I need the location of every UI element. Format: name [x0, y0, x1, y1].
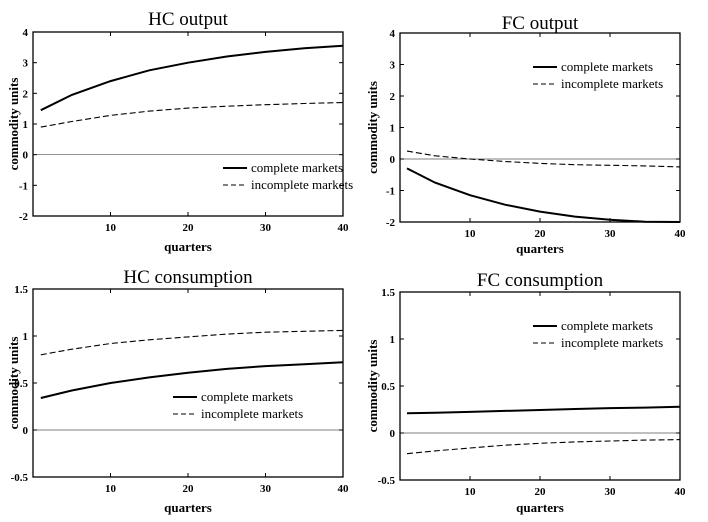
y-tick-label: 1 [23, 331, 29, 343]
x-tick-label: 40 [675, 228, 687, 240]
x-tick-label: 30 [260, 222, 272, 234]
chart-title: FC output [502, 13, 579, 34]
y-tick-label: 4 [23, 27, 29, 39]
y-tick-label: -0.5 [11, 472, 29, 484]
x-tick-label: 20 [535, 486, 547, 498]
chart-panel-4: -0.5 0 0.5 1 1.5 10 20 30 40 FC consumption quarte… [365, 270, 686, 515]
series-line-complete-markets [406, 405, 681, 415]
y-tick-label: 0 [23, 425, 29, 437]
x-tick-label: 20 [535, 228, 547, 240]
y-tick-label: 0 [23, 150, 29, 162]
y-tick-label: 2 [23, 88, 29, 100]
series-line-incomplete-markets [406, 150, 681, 168]
x-tick-label: 20 [183, 483, 195, 495]
chart-panel-3: -0.5 0 0.5 1 1.5 10 20 30 40 HC consumption quarte… [6, 267, 349, 515]
legend-label: incomplete markets [251, 177, 353, 192]
chart-panel-2: -2 -1 0 1 2 3 4 10 20 30 40 FC output quarters commod… [365, 13, 686, 256]
x-tick-label: 30 [605, 486, 617, 498]
y-tick-label: 0.5 [381, 381, 395, 393]
y-tick-label: -1 [386, 186, 395, 198]
chart-title: HC consumption [123, 267, 253, 288]
y-tick-label: -1 [19, 180, 28, 192]
x-tick-label: 40 [675, 486, 687, 498]
legend-label: complete markets [561, 318, 653, 333]
y-tick-label: 3 [23, 58, 29, 70]
y-axis-label: commodity units [365, 340, 380, 433]
x-tick-label: 40 [338, 222, 350, 234]
series-line-incomplete-markets [40, 329, 344, 356]
y-tick-label: -2 [19, 211, 29, 223]
chart-title: FC consumption [477, 270, 604, 291]
y-tick-label: 1.5 [14, 284, 28, 296]
y-tick-label: 4 [390, 28, 396, 40]
plot-frame [32, 288, 344, 478]
y-tick-label: 0 [390, 428, 396, 440]
x-tick-label: 40 [338, 483, 350, 495]
x-tick-label: 30 [260, 483, 272, 495]
legend-label: complete markets [251, 160, 343, 175]
x-tick-label: 20 [183, 222, 195, 234]
x-axis-label: quarters [164, 500, 212, 515]
legend-label: incomplete markets [201, 406, 303, 421]
legend-label: incomplete markets [561, 335, 663, 350]
x-axis-label: quarters [516, 241, 564, 256]
x-axis-label: quarters [516, 500, 564, 515]
x-tick-label: 10 [465, 486, 477, 498]
y-axis-label: commodity units [365, 81, 380, 174]
y-tick-label: -2 [386, 217, 396, 229]
series-line-complete-markets [40, 44, 344, 112]
y-tick-label: 1 [23, 119, 29, 131]
y-tick-label: 3 [390, 60, 396, 72]
chart-title: HC output [148, 9, 228, 30]
x-tick-label: 10 [105, 222, 117, 234]
y-tick-label: 0 [390, 154, 396, 166]
chart-panel-1: -2 -1 0 1 2 3 4 10 20 30 40 HC output quarters commod… [6, 9, 353, 254]
x-tick-label: 30 [605, 228, 617, 240]
legend-label: incomplete markets [561, 76, 663, 91]
legend-label: complete markets [561, 59, 653, 74]
x-tick-label: 10 [465, 228, 477, 240]
y-axis-label: commodity units [6, 78, 21, 171]
series-line-incomplete-markets [40, 101, 344, 128]
y-tick-label: 0.5 [14, 378, 28, 390]
legend-label: complete markets [201, 389, 293, 404]
y-tick-label: -0.5 [378, 475, 396, 487]
y-axis-label: commodity units [6, 337, 21, 430]
y-tick-label: 2 [390, 91, 396, 103]
y-tick-label: 1 [390, 334, 396, 346]
series-line-complete-markets [40, 361, 344, 399]
y-tick-label: 1 [390, 123, 396, 135]
x-tick-label: 10 [105, 483, 117, 495]
y-tick-label: 1.5 [381, 287, 395, 299]
x-axis-label: quarters [164, 239, 212, 254]
series-line-incomplete-markets [406, 439, 681, 455]
series-line-complete-markets [406, 167, 681, 223]
